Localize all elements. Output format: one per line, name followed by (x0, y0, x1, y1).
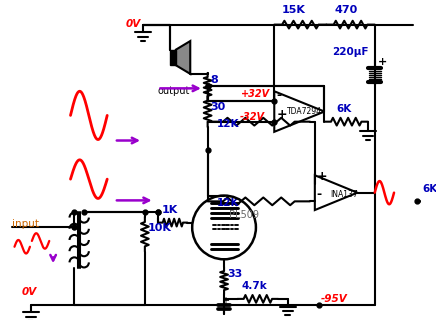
Text: 1K: 1K (161, 205, 177, 215)
Text: 220μF: 220μF (332, 47, 369, 57)
Polygon shape (176, 41, 190, 74)
Text: PL509: PL509 (229, 210, 259, 220)
Text: 6K: 6K (336, 104, 351, 114)
Text: 0V: 0V (21, 287, 37, 297)
Text: +: + (317, 170, 327, 183)
Text: output: output (157, 86, 190, 96)
Text: +32V: +32V (242, 88, 271, 98)
Text: INA137: INA137 (330, 190, 358, 199)
Text: 0V: 0V (126, 18, 141, 29)
Text: 15K: 15K (282, 5, 306, 15)
Text: 6K: 6K (422, 184, 436, 194)
Text: 10K: 10K (148, 223, 172, 233)
Text: 30: 30 (211, 102, 226, 111)
Text: 470: 470 (334, 5, 358, 15)
Text: input: input (12, 219, 39, 229)
Text: -32V: -32V (239, 112, 265, 122)
Text: -: - (276, 88, 281, 101)
Text: -: - (317, 189, 322, 202)
Text: +: + (276, 108, 287, 121)
Text: TDA7294: TDA7294 (287, 108, 322, 116)
Text: 12K: 12K (217, 119, 240, 129)
Text: +: + (221, 296, 229, 306)
Text: 12K: 12K (217, 198, 240, 208)
Text: -95V: -95V (320, 294, 347, 304)
Polygon shape (170, 50, 176, 65)
Text: 8: 8 (211, 75, 218, 85)
Text: +: + (378, 57, 387, 67)
Text: 33: 33 (227, 269, 242, 279)
Text: 4.7k: 4.7k (242, 281, 267, 291)
